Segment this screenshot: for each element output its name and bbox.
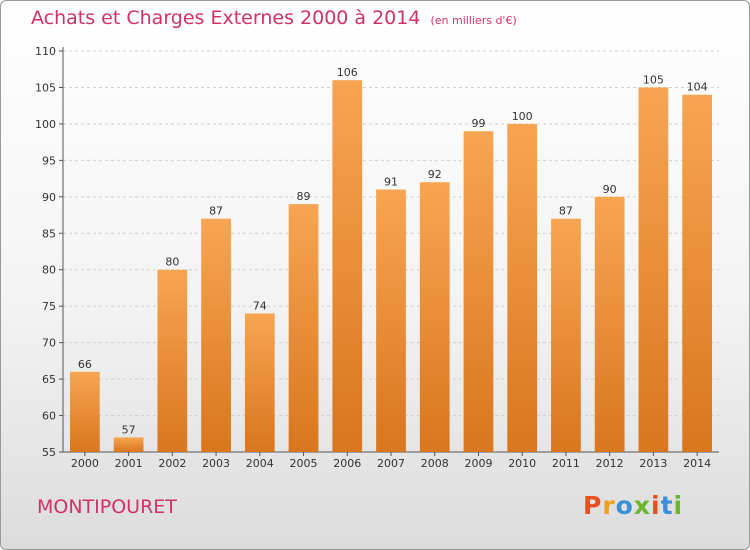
logo-letter: x xyxy=(633,491,651,520)
x-tick-label-2005: 2005 xyxy=(290,457,318,470)
y-tick-label: 110 xyxy=(35,45,56,58)
value-label-2011: 87 xyxy=(559,205,573,218)
y-tick-label: 55 xyxy=(42,446,56,459)
x-tick-label-2000: 2000 xyxy=(71,457,99,470)
bar-2003 xyxy=(201,218,231,452)
logo-letter: i xyxy=(651,491,661,520)
title-text: Achats et Charges Externes 2000 à 2014 xyxy=(31,7,421,29)
bar-2006 xyxy=(332,80,363,452)
bar-2011 xyxy=(551,218,581,452)
value-label-2012: 90 xyxy=(603,183,617,196)
bar-2012 xyxy=(594,196,625,452)
bar-2008 xyxy=(419,182,450,452)
x-tick-label-2003: 2003 xyxy=(202,457,230,470)
value-label-2003: 87 xyxy=(209,205,223,218)
bar-2000 xyxy=(69,371,100,452)
y-tick-label: 65 xyxy=(42,373,56,386)
logo-letter: P xyxy=(583,491,603,520)
y-tick-label: 95 xyxy=(42,154,56,167)
bar-2009 xyxy=(463,131,494,452)
x-tick-label-2010: 2010 xyxy=(508,457,536,470)
bar-2010 xyxy=(507,123,538,452)
value-label-2010: 100 xyxy=(512,110,533,123)
logo-letter: r xyxy=(602,491,616,520)
bars xyxy=(69,80,713,453)
value-label-2002: 80 xyxy=(165,256,179,269)
x-tick-label-2006: 2006 xyxy=(333,457,361,470)
chart-subtitle: (en milliers d'€) xyxy=(430,14,517,27)
chart-title: Achats et Charges Externes 2000 à 2014 (e… xyxy=(31,7,517,29)
x-tick-label-2009: 2009 xyxy=(464,457,492,470)
value-label-2009: 99 xyxy=(471,117,485,130)
x-tick-label-2001: 2001 xyxy=(115,457,143,470)
proxiti-logo[interactable]: Proxiti xyxy=(583,491,683,520)
x-tick-label-2012: 2012 xyxy=(596,457,624,470)
y-tick-label: 75 xyxy=(42,300,56,313)
x-tick-label-2004: 2004 xyxy=(246,457,274,470)
x-tick-label-2008: 2008 xyxy=(421,457,449,470)
value-label-2007: 91 xyxy=(384,176,398,189)
bar-2004 xyxy=(244,313,275,452)
value-label-2006: 106 xyxy=(337,66,358,79)
y-tick-label: 105 xyxy=(35,81,56,94)
y-tick-label: 90 xyxy=(42,191,56,204)
value-label-2013: 105 xyxy=(643,73,664,86)
y-tick-label: 85 xyxy=(42,227,56,240)
value-label-2000: 66 xyxy=(78,358,92,371)
bar-2007 xyxy=(376,189,406,452)
logo-letter: t xyxy=(660,491,674,520)
x-tick-label-2007: 2007 xyxy=(377,457,405,470)
bar-2001 xyxy=(113,437,144,452)
y-tick-label: 100 xyxy=(35,118,56,131)
x-tick-label-2014: 2014 xyxy=(683,457,711,470)
bar-2002 xyxy=(157,269,188,452)
y-tick-label: 80 xyxy=(42,264,56,277)
y-tick-label: 70 xyxy=(42,337,56,350)
value-labels: 66 2000 57 2001 80 2002 87 2003 74 2004 89 2005 106 2… xyxy=(71,66,711,470)
value-label-2014: 104 xyxy=(687,81,708,94)
logo-letter: i xyxy=(673,491,684,520)
x-tick-label-2011: 2011 xyxy=(552,457,580,470)
value-label-2005: 89 xyxy=(297,190,311,203)
commune-name: MONTIPOURET xyxy=(37,496,177,518)
value-label-2004: 74 xyxy=(253,299,267,312)
value-label-2008: 92 xyxy=(428,168,442,181)
bar-2013 xyxy=(638,87,669,453)
x-tick-label-2013: 2013 xyxy=(639,457,667,470)
y-tick-label: 60 xyxy=(42,410,56,423)
x-tick-label-2002: 2002 xyxy=(158,457,186,470)
value-label-2001: 57 xyxy=(122,423,136,436)
logo-letter: o xyxy=(615,491,634,520)
bar-2014 xyxy=(682,94,713,452)
bar-2005 xyxy=(288,204,319,452)
